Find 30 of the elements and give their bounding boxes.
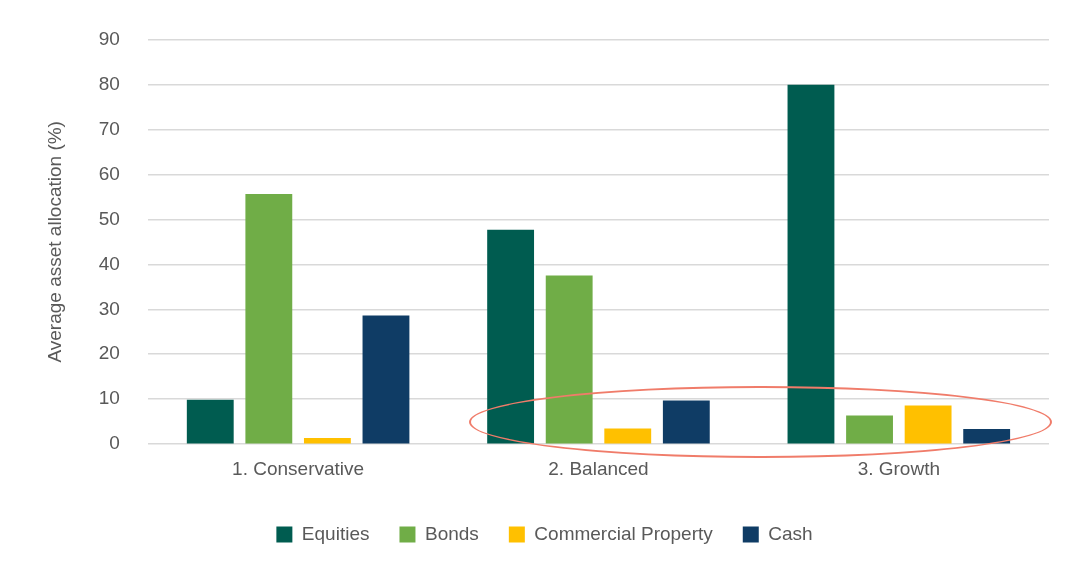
bar [487,229,535,444]
bar [963,428,1011,444]
legend-label: Equities [301,522,370,544]
y-tick-label: 90 [98,27,120,49]
y-axis-title: Average asset allocation (%) [43,121,65,363]
legend-label: Bonds [424,522,479,544]
legend-label: Cash [768,522,813,544]
y-tick-label: 30 [98,297,120,319]
y-tick-label: 60 [98,162,120,184]
x-tick-label: 1. Conservative [232,457,365,479]
bar [904,405,952,444]
y-tick-label: 20 [98,342,120,364]
y-tick-label: 80 [98,72,120,94]
x-tick-label: 3. Growth [857,457,941,479]
y-tick-label: 0 [109,432,120,454]
bar [545,275,593,444]
x-tick-label: 2. Balanced [548,457,649,479]
bar [846,415,893,444]
bar [303,437,351,444]
bar [362,315,410,444]
bar [186,399,234,444]
y-tick-label: 70 [98,117,120,139]
bar [787,84,835,444]
legend-label: Commercial Property [534,522,714,544]
y-tick-label: 10 [98,387,120,409]
bar [662,400,710,444]
y-tick-label: 50 [98,207,120,229]
bar [604,428,652,444]
bar [245,194,293,444]
y-tick-label: 40 [98,252,120,274]
